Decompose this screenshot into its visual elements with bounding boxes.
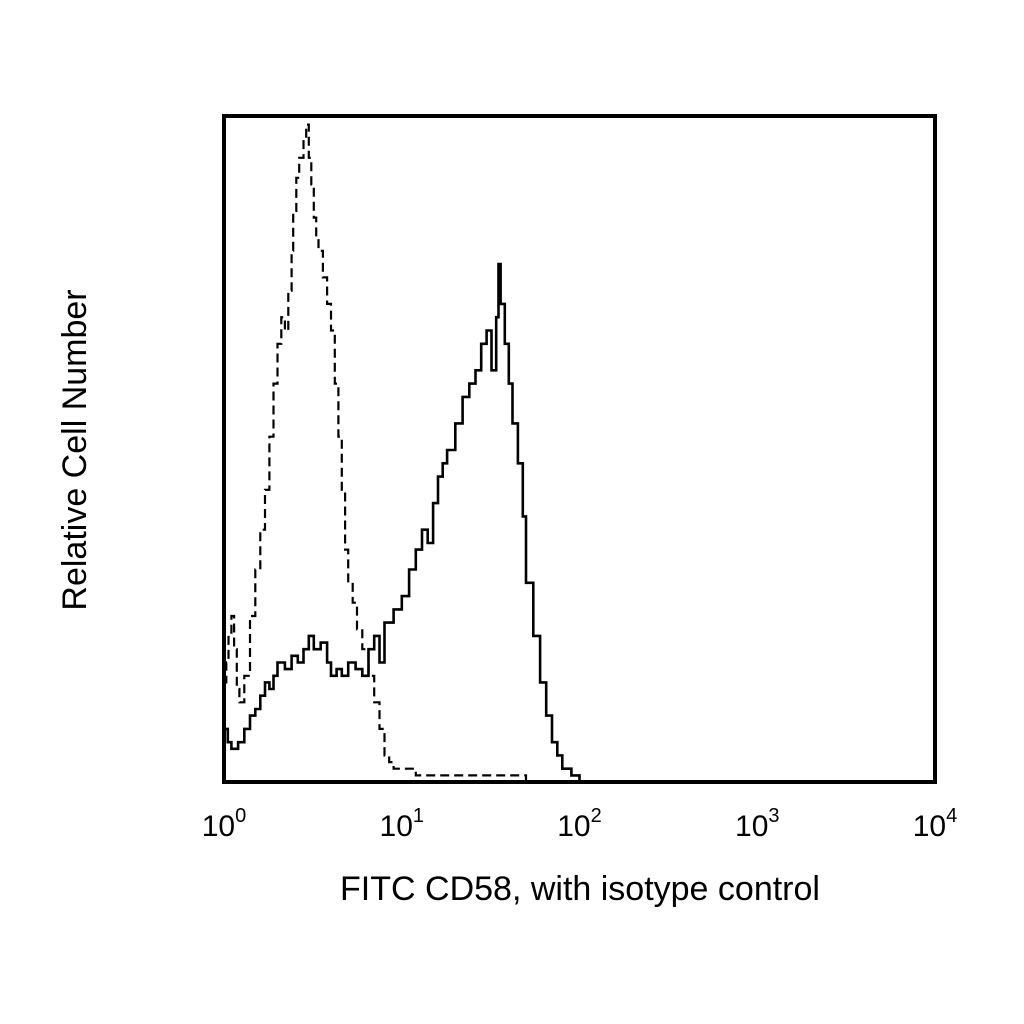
plot-frame (222, 114, 937, 784)
x-tick-label: 102 (557, 805, 602, 843)
isotype-control-series-line (224, 123, 633, 784)
y-axis-title: Relative Cell Number (56, 289, 94, 610)
fitc-cd58-series-line (224, 262, 633, 784)
x-tick-label: 104 (913, 805, 958, 843)
x-tick-labels: 100 101 102 103 104 (202, 805, 958, 843)
x-tick-label: 101 (380, 805, 425, 843)
x-tick-label: 103 (735, 805, 780, 843)
x-tick-label: 100 (202, 805, 247, 843)
x-axis-title: FITC CD58, with isotype control (340, 870, 820, 908)
plot-area (224, 123, 633, 784)
